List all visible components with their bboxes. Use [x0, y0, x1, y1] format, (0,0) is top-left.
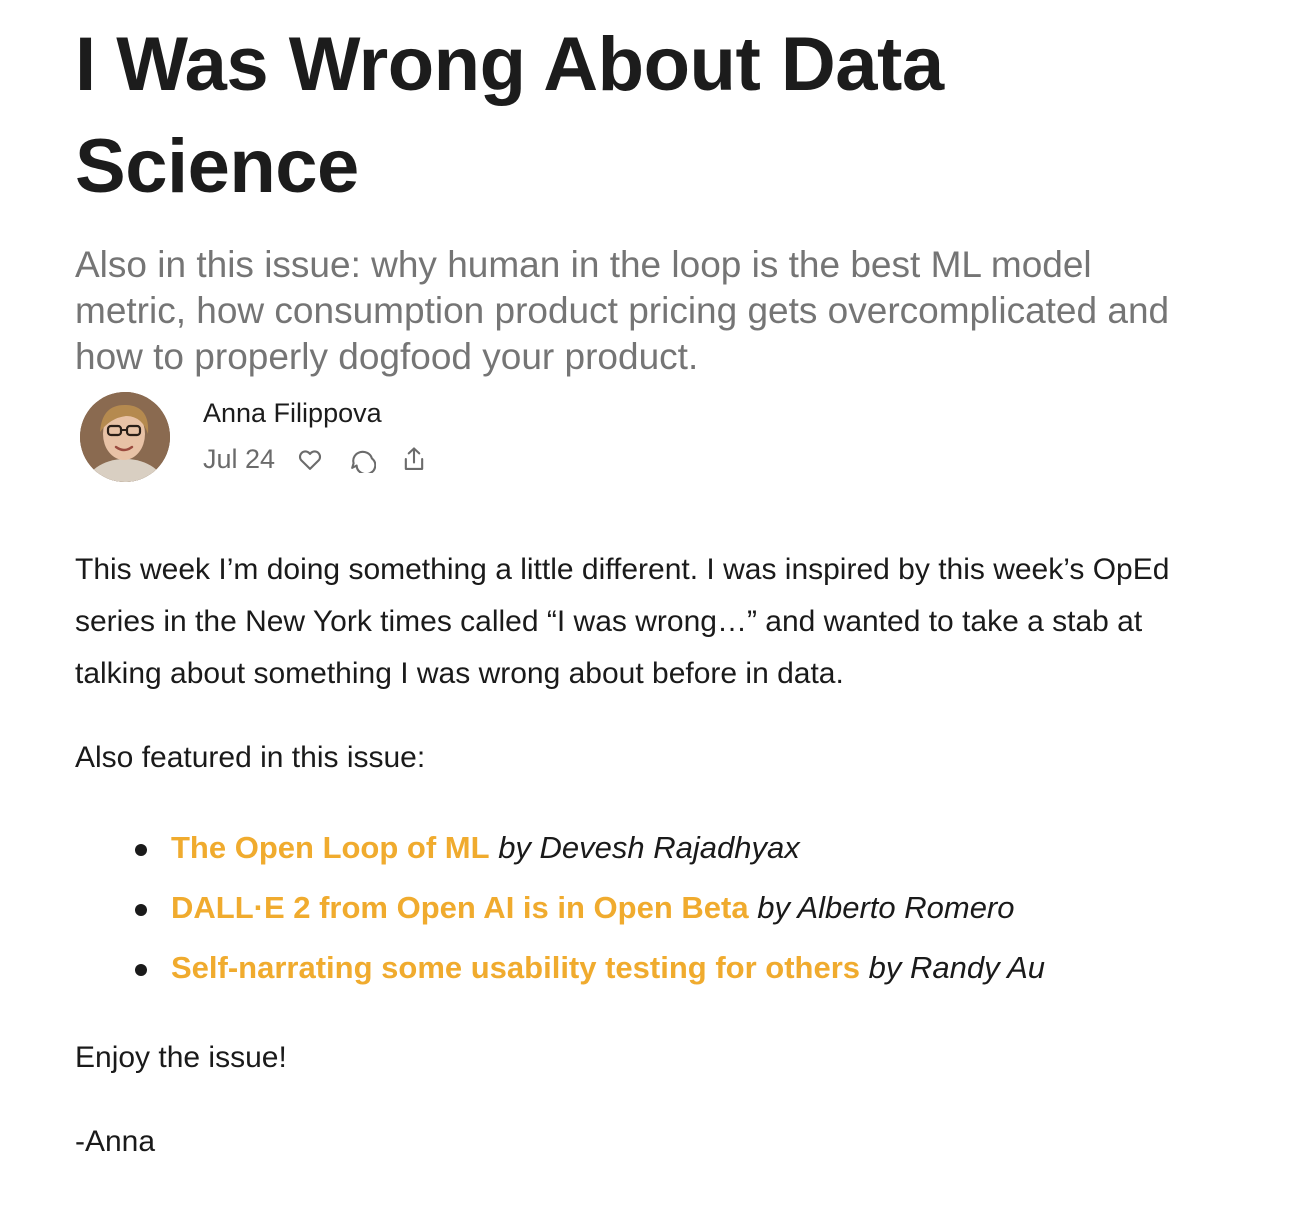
featured-author: by Devesh Rajadhyax: [498, 830, 800, 865]
post-subtitle: Also in this issue: why human in the loo…: [75, 244, 1170, 377]
closing-paragraph: Enjoy the issue!: [75, 1041, 287, 1074]
post: I Was Wrong About Data Science Also in t…: [75, 0, 1185, 380]
byline: Anna Filippova Jul 24: [75, 390, 675, 482]
intro-paragraph: This week I’m doing something a little d…: [75, 553, 1170, 690]
share-icon[interactable]: [399, 444, 429, 474]
list-item: The Open Loop of ML by Devesh Rajadhyax: [135, 818, 1185, 878]
author-name[interactable]: Anna Filippova: [203, 398, 382, 428]
featured-author: by Randy Au: [868, 950, 1045, 985]
author-avatar[interactable]: [80, 392, 170, 482]
featured-link-usability[interactable]: Self-narrating some usability testing fo…: [171, 950, 861, 985]
comment-icon[interactable]: [347, 444, 377, 474]
post-meta-row: Jul 24: [203, 442, 451, 476]
featured-link-open-loop[interactable]: The Open Loop of ML: [171, 830, 490, 865]
featured-link-dalle[interactable]: DALL·E 2 from Open AI is in Open Beta: [171, 890, 749, 925]
list-item: Self-narrating some usability testing fo…: [135, 938, 1185, 998]
signoff: -Anna: [75, 1125, 156, 1158]
featured-author: by Alberto Romero: [757, 890, 1015, 925]
post-body: This week I’m doing something a little d…: [75, 544, 1185, 1168]
featured-heading: Also featured in this issue:: [75, 741, 426, 774]
post-title: I Was Wrong About Data Science: [75, 22, 944, 209]
heart-icon[interactable]: [295, 444, 325, 474]
featured-list: The Open Loop of ML by Devesh Rajadhyax …: [75, 818, 1185, 998]
post-date: Jul 24: [203, 444, 276, 474]
list-item: DALL·E 2 from Open AI is in Open Beta by…: [135, 878, 1185, 938]
